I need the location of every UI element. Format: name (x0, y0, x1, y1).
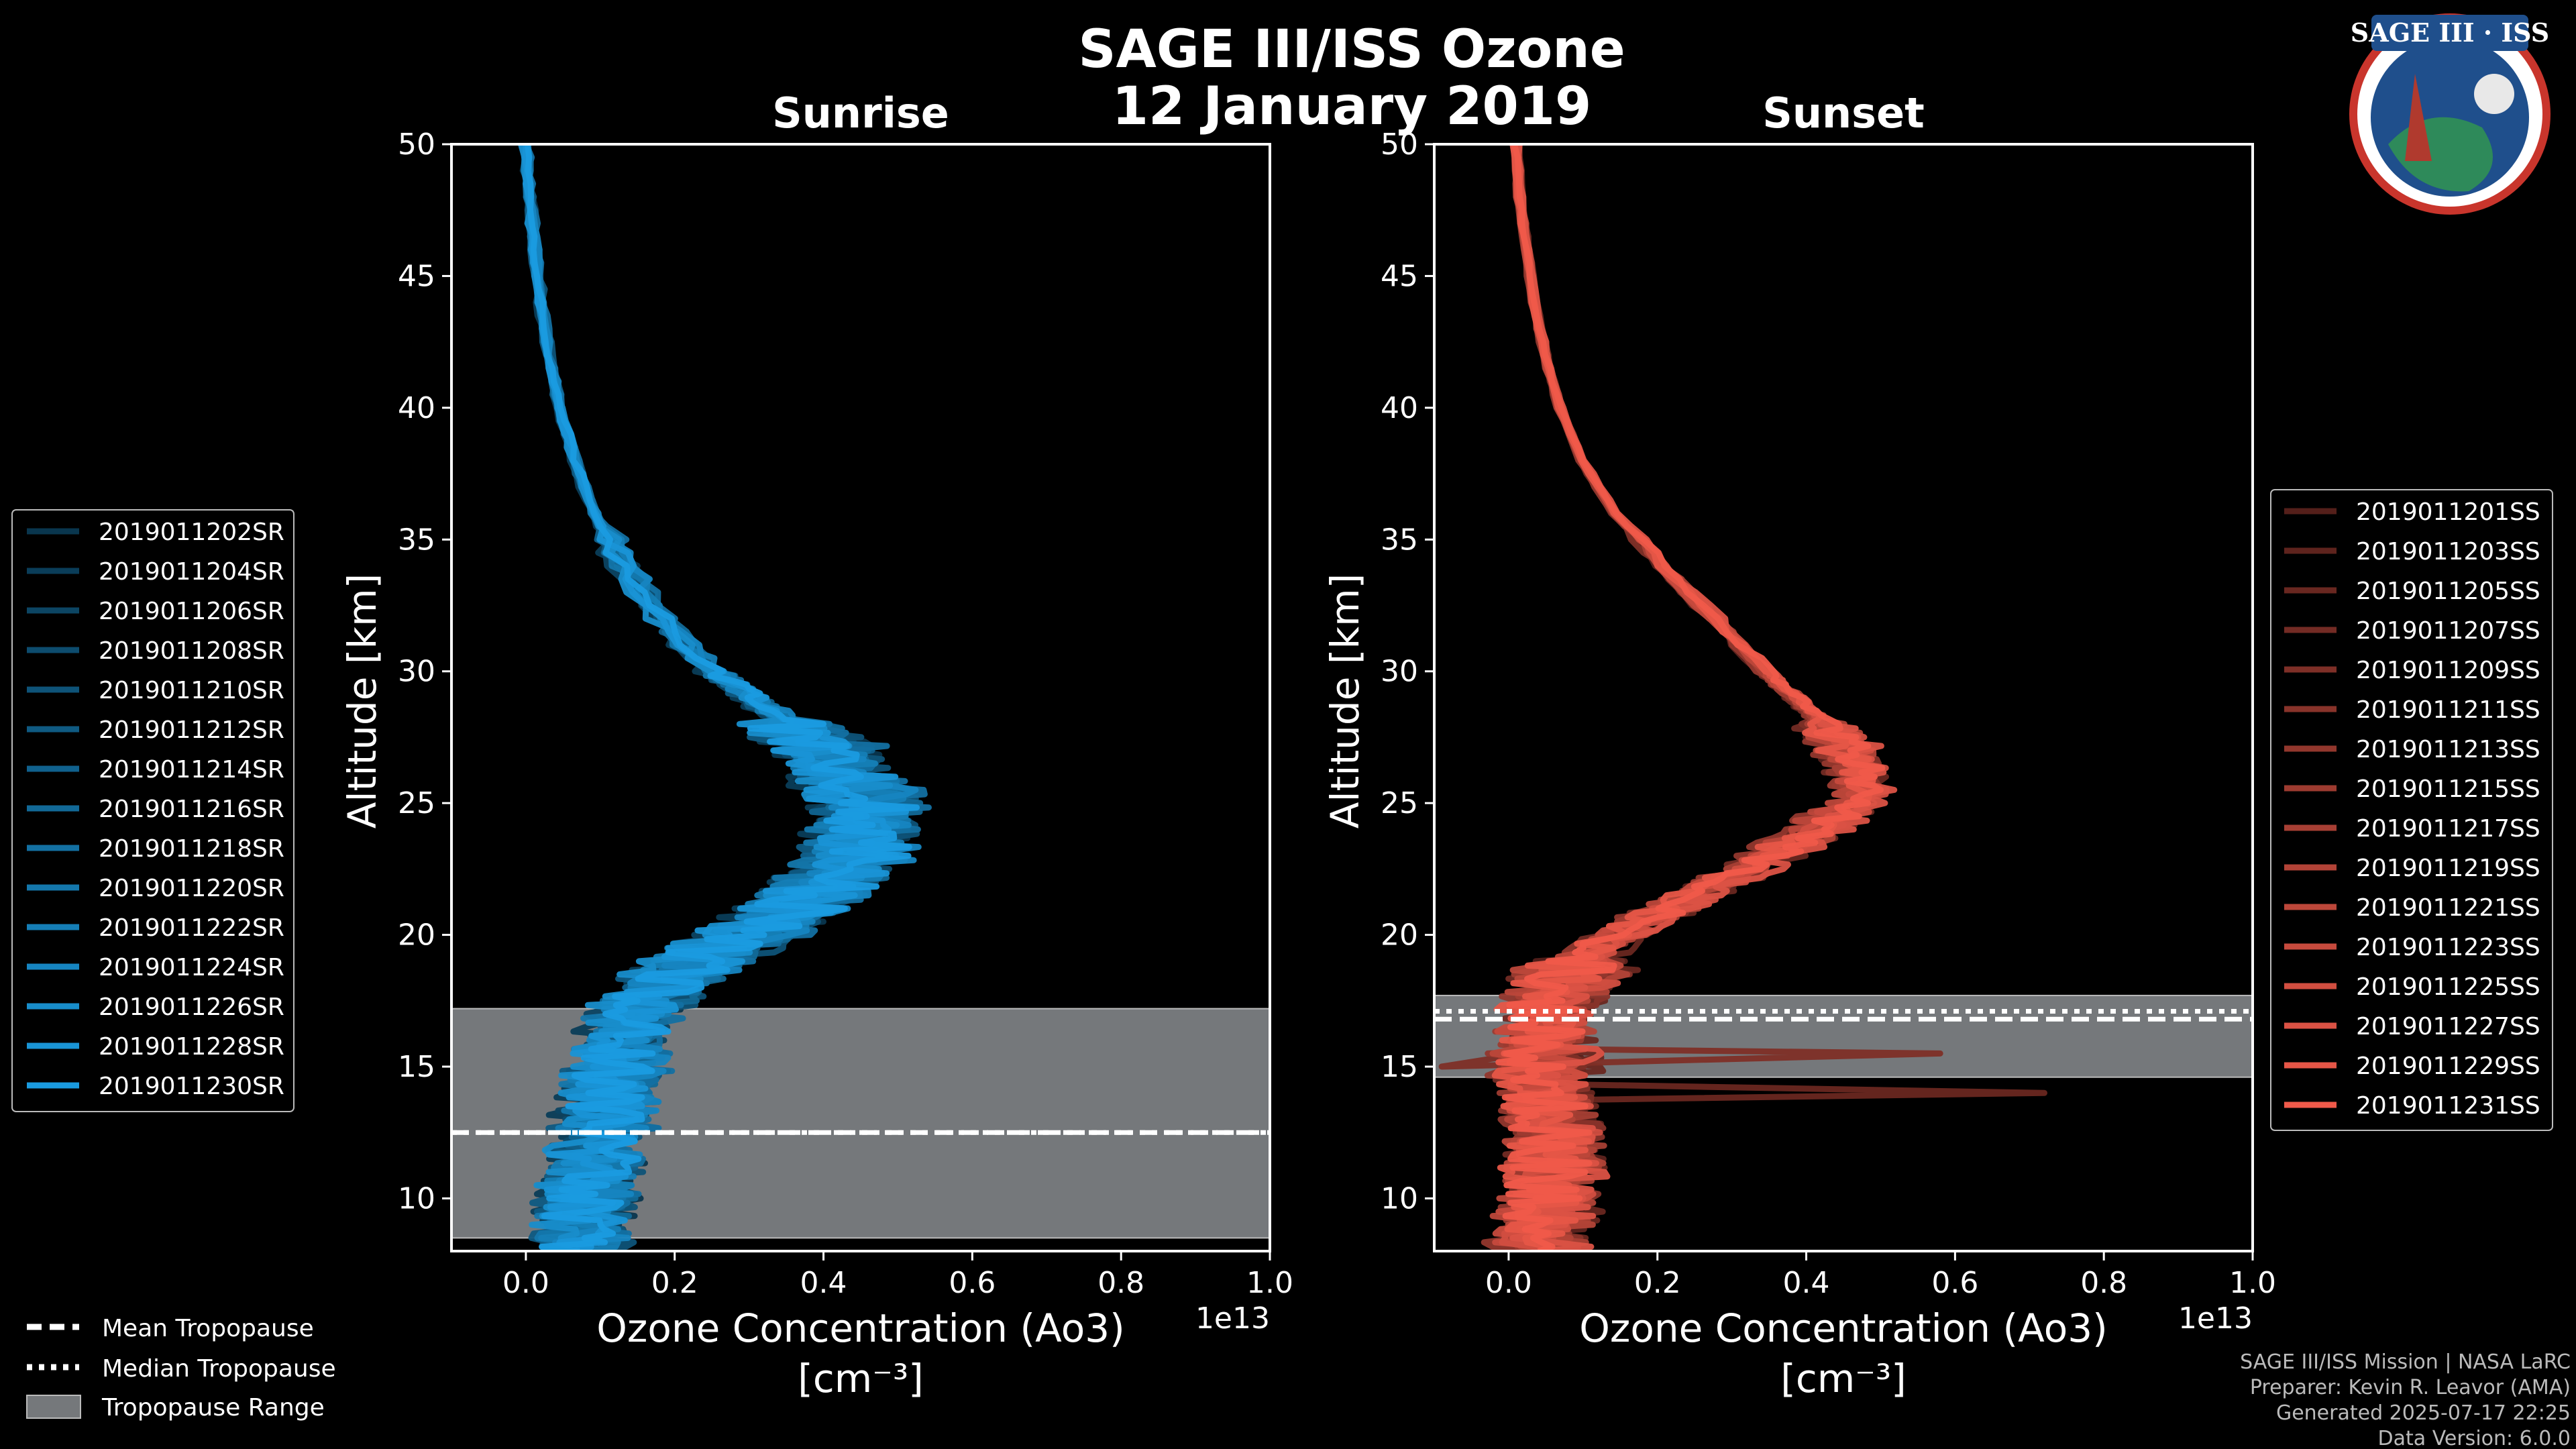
y-tick-label: 40 (398, 391, 435, 425)
legend-label: 2019011222SR (99, 914, 284, 942)
logo-text: SAGE III · ISS (2351, 17, 2549, 48)
median-tropopause-label: Median Tropopause (102, 1355, 336, 1383)
mean-tropopause-label: Mean Tropopause (102, 1315, 314, 1342)
sage-iii-iss-logo: SAGE III · ISS (2349, 13, 2551, 215)
x-tick-label: 0.4 (1783, 1266, 1830, 1300)
y-tick-label: 30 (1381, 655, 1418, 689)
x-tick-label: 0.6 (949, 1266, 996, 1300)
legend-label: 2019011208SR (99, 637, 284, 665)
legend-label: 2019011217SS (2356, 815, 2540, 843)
sunset-xunit: [cm⁻³] (1780, 1356, 1907, 1401)
sunset-panel-title: Sunset (1762, 89, 1925, 138)
astronomer-icon (2405, 74, 2432, 161)
legend-label: 2019011230SR (99, 1073, 284, 1100)
x-tick-label: 0.8 (2080, 1266, 2127, 1300)
profile-line-2019011205SS (1505, 144, 2047, 1251)
legend-label: 2019011201SS (2356, 498, 2540, 526)
y-tick-label: 40 (1381, 391, 1418, 425)
profile-line-2019011231SS (1495, 144, 1886, 1251)
sunrise-x-scale: 1e13 (1195, 1301, 1270, 1336)
legend-label: 2019011203SS (2356, 538, 2540, 566)
legend-label: 2019011226SR (99, 994, 284, 1021)
credit-line: Generated 2025-07-17 22:25 (2276, 1401, 2571, 1425)
tropopause-range-label: Tropopause Range (101, 1394, 325, 1421)
y-tick-label: 15 (398, 1050, 435, 1084)
sunset-ylabel: Altitude [km] (1322, 574, 1368, 828)
y-tick-label: 20 (398, 918, 435, 953)
legend-label: 2019011219SS (2356, 855, 2540, 882)
y-tick-label: 45 (1381, 259, 1418, 293)
y-tick-label: 50 (1381, 127, 1418, 162)
sunset-legend: 2019011201SS 2019011203SS 2019011205SS 2019… (2270, 489, 2553, 1131)
legend-label: 2019011221SS (2356, 894, 2540, 922)
figure-title-line2: 12 January 2019 (1112, 76, 1592, 137)
y-tick-label: 25 (1381, 786, 1418, 820)
plot-frame (450, 143, 1271, 1252)
y-tick-label: 10 (398, 1181, 435, 1216)
moon-icon (2474, 74, 2514, 114)
x-tick-label: 0.4 (800, 1266, 847, 1300)
x-tick-label: 0.2 (1634, 1266, 1681, 1300)
legend-label: 2019011212SR (99, 716, 284, 744)
plot-frame (1433, 143, 2254, 1252)
sunset-x-scale: 1e13 (2178, 1301, 2253, 1336)
y-tick-label: 35 (1381, 523, 1418, 557)
legend-label: 2019011229SS (2356, 1053, 2540, 1080)
y-tick-label: 10 (1381, 1181, 1418, 1216)
y-tick-label: 15 (1381, 1050, 1418, 1084)
x-tick-label: 0.8 (1097, 1266, 1144, 1300)
sunrise-legend: 2019011202SR 2019011204SR 2019011206SR 2019… (11, 509, 294, 1112)
tropopause-legend: Mean Tropopause Median Tropopause Tropop… (26, 1315, 336, 1421)
x-tick-label: 0.2 (651, 1266, 698, 1300)
y-tick-label: 30 (398, 655, 435, 689)
legend-label: 2019011220SR (99, 875, 284, 902)
y-tick-label: 45 (398, 259, 435, 293)
legend-label: 2019011214SR (99, 756, 284, 784)
y-tick-label: 25 (398, 786, 435, 820)
legend-label: 2019011228SR (99, 1033, 284, 1061)
legend-label: 2019011218SR (99, 835, 284, 863)
figure-title-line1: SAGE III/ISS Ozone (1078, 19, 1625, 80)
sunset-xlabel: Ozone Concentration (Ao3) (1579, 1305, 2108, 1351)
credits: SAGE III/ISS Mission | NASA LaRC Prepare… (2240, 1350, 2571, 1449)
legend-label: 2019011215SS (2356, 775, 2540, 803)
x-tick-label: 0.0 (1485, 1266, 1532, 1300)
x-tick-label: 0.6 (1931, 1266, 1978, 1300)
legend-label: 2019011210SR (99, 677, 284, 704)
credit-line: Data Version: 6.0.0 (2378, 1427, 2571, 1449)
legend-label: 2019011207SS (2356, 617, 2540, 645)
legend-label: 2019011205SS (2356, 578, 2540, 605)
legend-label: 2019011225SS (2356, 973, 2540, 1001)
sunrise-xunit: [cm⁻³] (798, 1356, 924, 1401)
legend-label: 2019011202SR (99, 519, 284, 546)
legend-label: 2019011231SS (2356, 1092, 2540, 1120)
legend-label: 2019011204SR (99, 558, 284, 586)
legend-label: 2019011223SS (2356, 934, 2540, 961)
x-tick-label: 1.0 (2229, 1266, 2276, 1300)
sunrise-xlabel: Ozone Concentration (Ao3) (596, 1305, 1125, 1351)
x-tick-label: 0.0 (502, 1266, 549, 1300)
sunset-plot: 0.0 0.2 0.4 0.6 0.8 1.0 10 15 20 25 30 35 40 45 50 (1381, 127, 2276, 1300)
y-tick-label: 20 (1381, 918, 1418, 953)
credit-line: Preparer: Kevin R. Leavor (AMA) (2250, 1376, 2571, 1399)
legend-label: 2019011227SS (2356, 1013, 2540, 1040)
legend-label: 2019011213SS (2356, 736, 2540, 763)
x-tick-label: 1.0 (1246, 1266, 1293, 1300)
y-tick-label: 50 (398, 127, 435, 162)
sunrise-plot: 0.0 0.2 0.4 0.6 0.8 1.0 10 15 20 25 30 35 40 45 50 (398, 127, 1293, 1300)
legend-label: 2019011216SR (99, 796, 284, 823)
profile-line-2019011230SR (524, 144, 920, 1251)
y-tick-label: 35 (398, 523, 435, 557)
tropopause-range-swatch (26, 1395, 81, 1419)
sunrise-ylabel: Altitude [km] (339, 574, 385, 828)
credit-line: SAGE III/ISS Mission | NASA LaRC (2240, 1350, 2571, 1374)
legend-label: 2019011206SR (99, 598, 284, 625)
legend-label: 2019011211SS (2356, 696, 2540, 724)
legend-label: 2019011209SS (2356, 657, 2540, 684)
sunrise-panel-title: Sunrise (772, 89, 949, 138)
legend-label: 2019011224SR (99, 954, 284, 981)
